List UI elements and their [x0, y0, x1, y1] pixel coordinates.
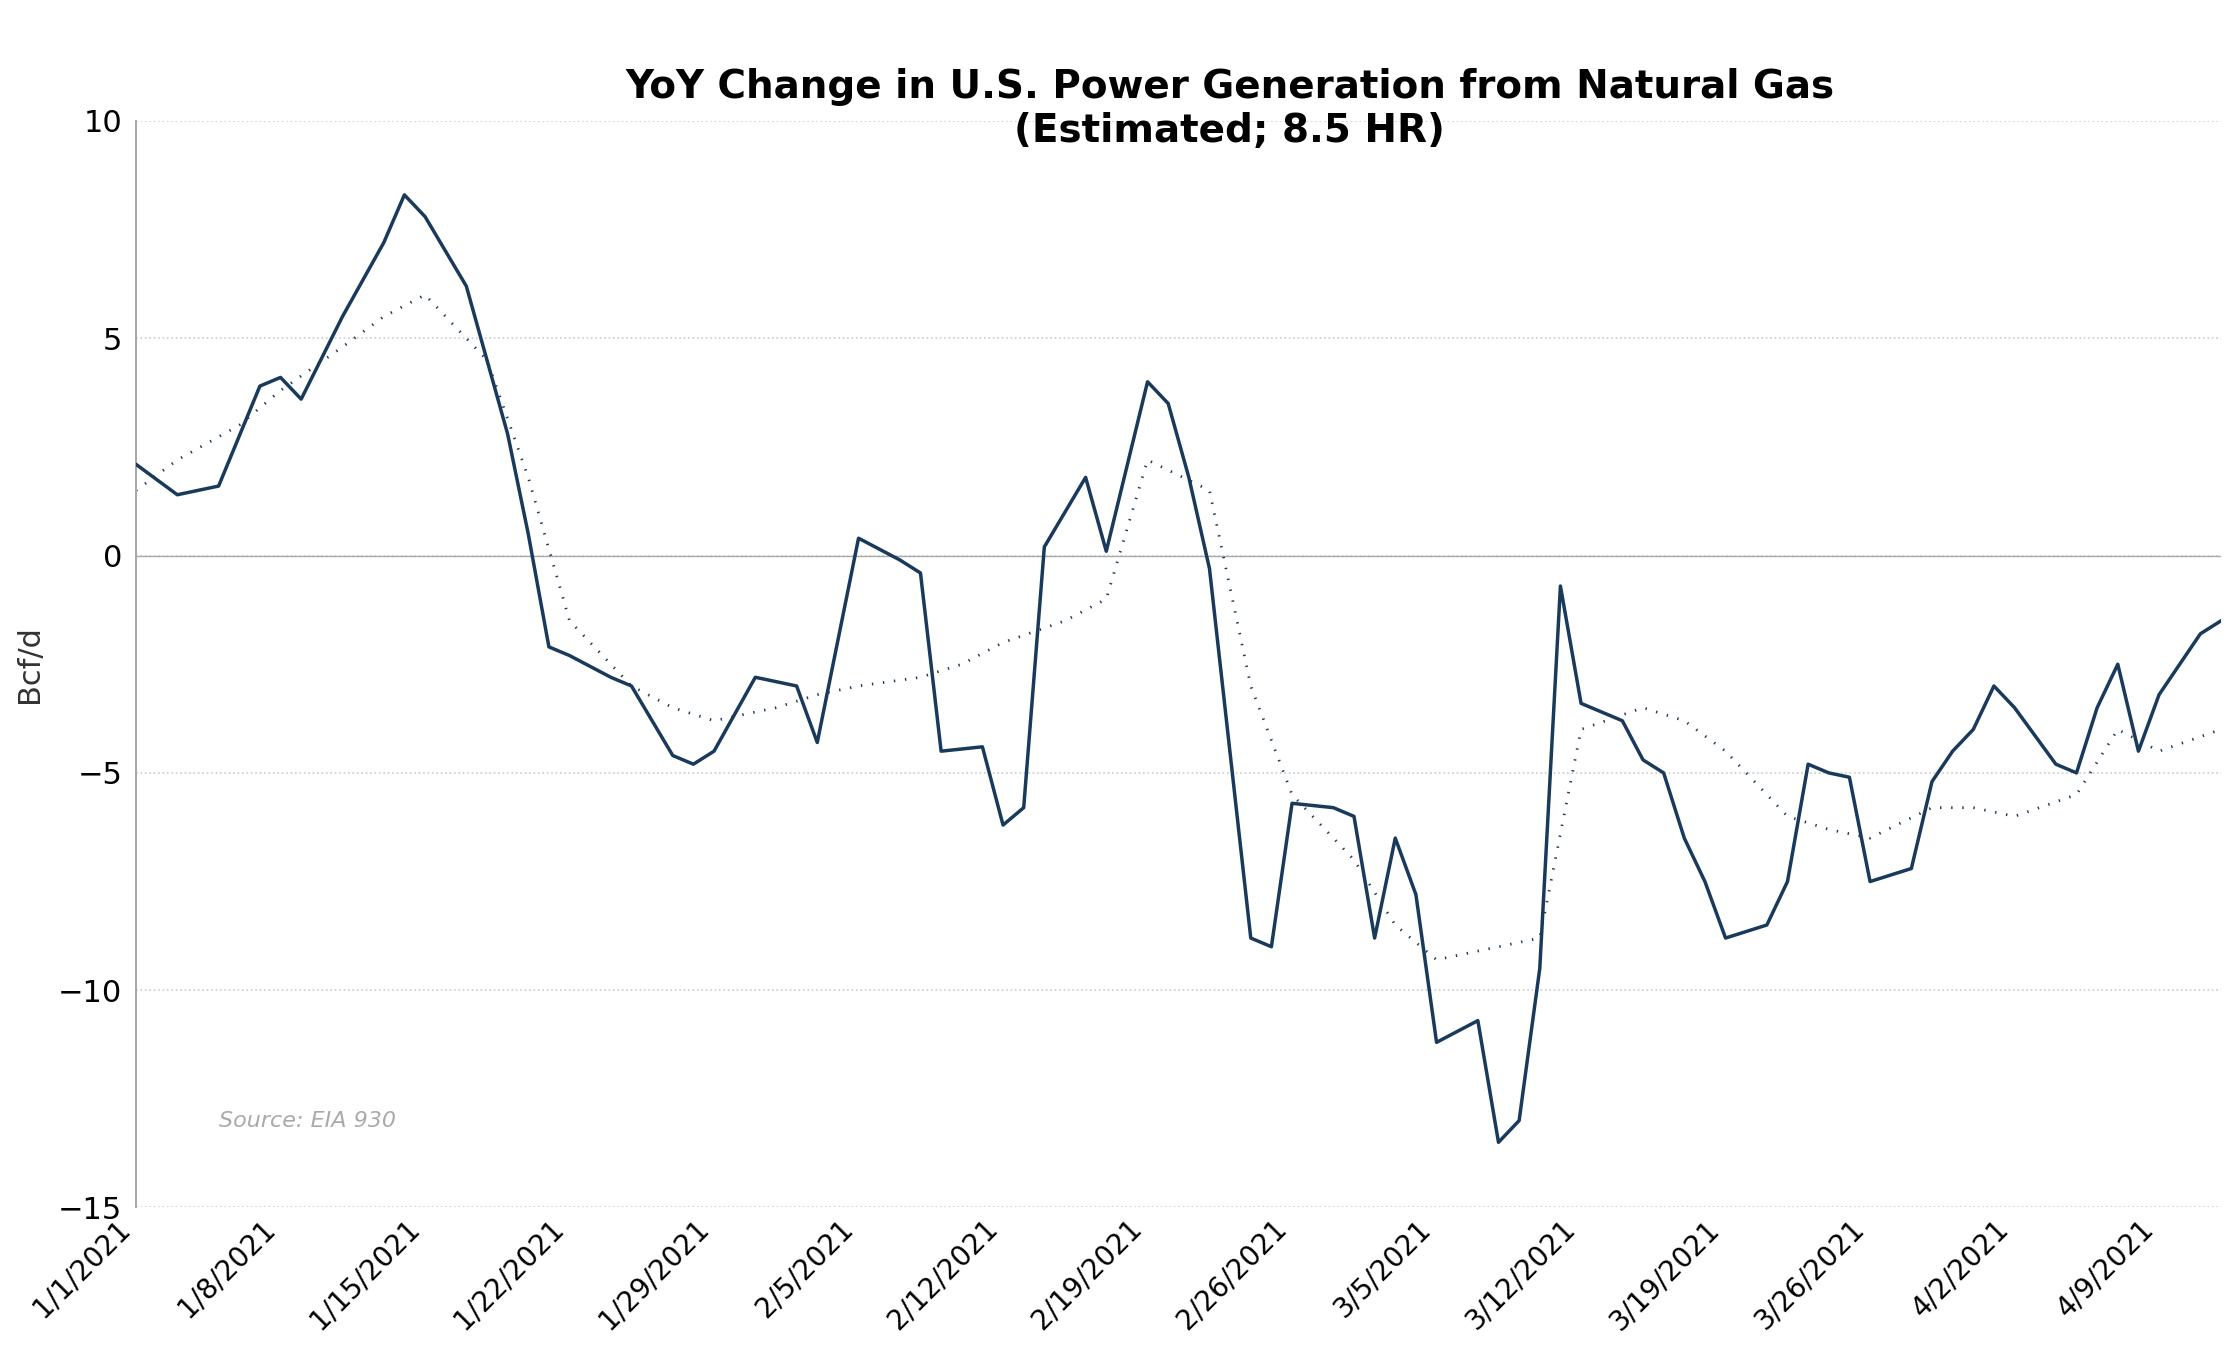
Text: YoY Change in U.S. Power Generation from Natural Gas
(Estimated; 8.5 HR): YoY Change in U.S. Power Generation from…: [626, 68, 1834, 150]
Y-axis label: Bcf/d: Bcf/d: [16, 625, 45, 703]
Text: Source: EIA 930: Source: EIA 930: [219, 1111, 396, 1131]
